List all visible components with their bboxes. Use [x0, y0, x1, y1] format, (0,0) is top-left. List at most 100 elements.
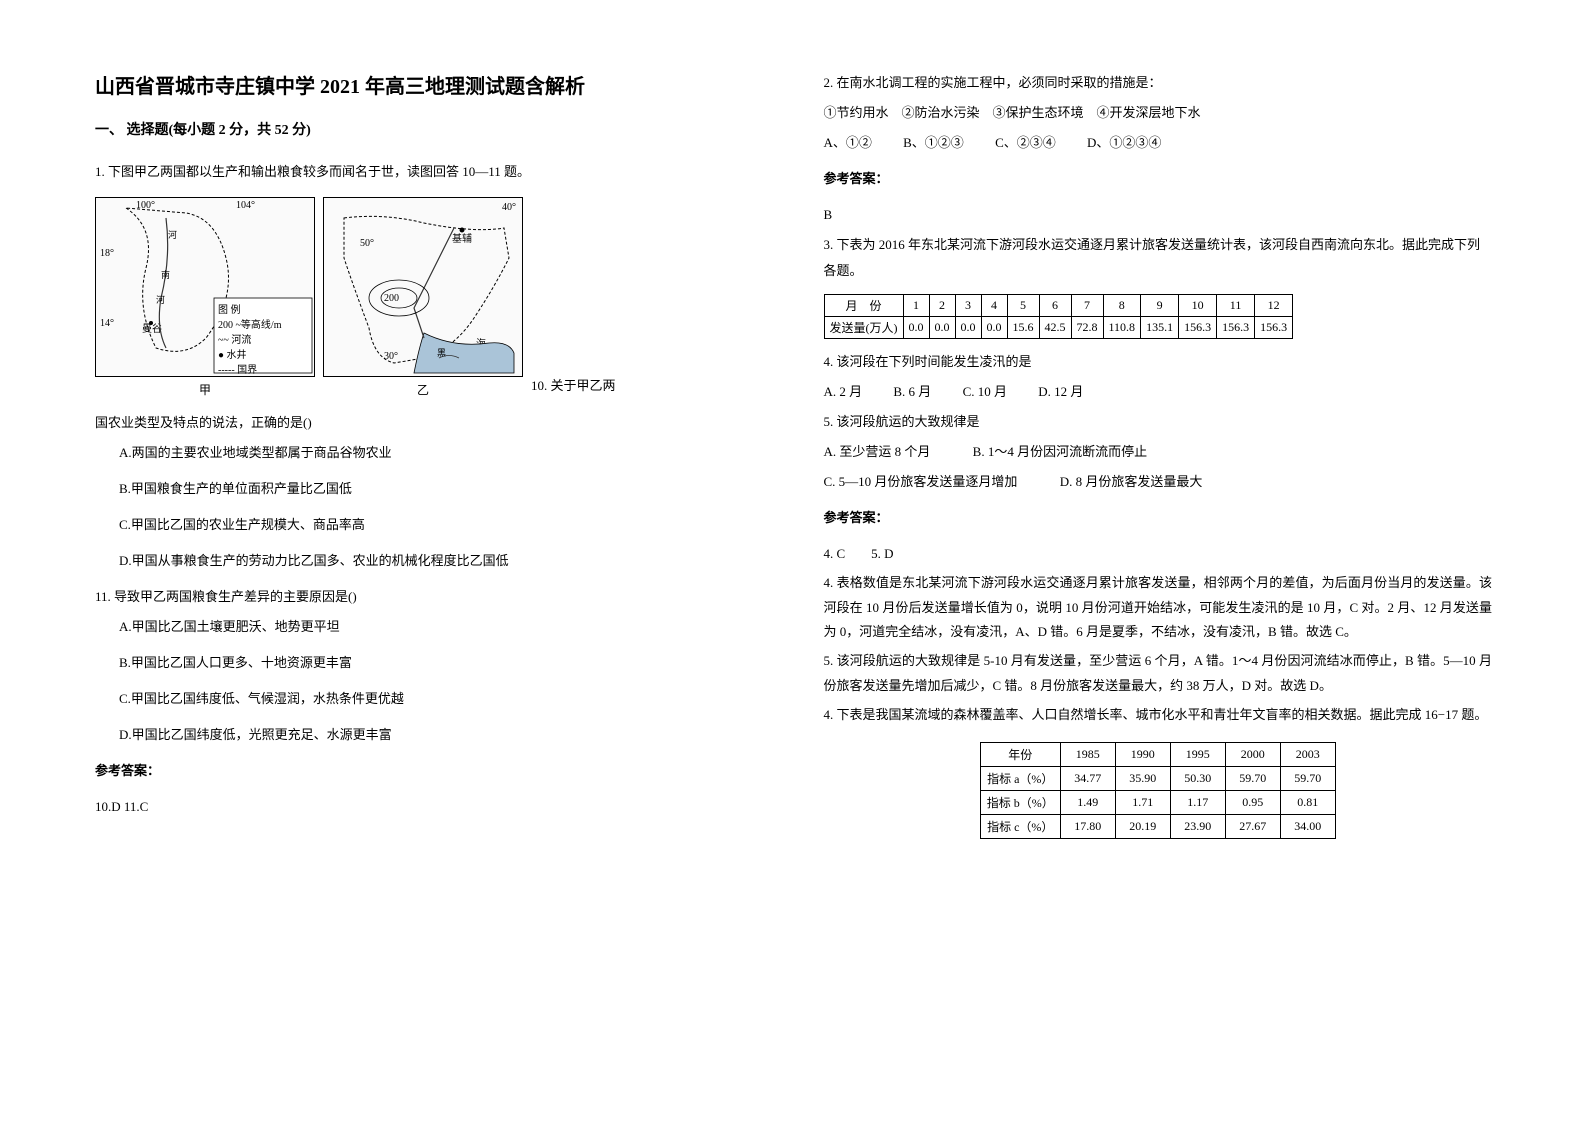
q10-opt-c: C.甲国比乙国的农业生产规模大、商品率高: [119, 512, 764, 538]
q4-opt-a: A. 2 月: [824, 384, 863, 399]
map-jia-wrapper: 100° 104° 18° 14° 曼谷 河 南 河: [95, 197, 315, 398]
t4-a-label: 指标 a（%）: [980, 767, 1060, 791]
tq3-v2: 0.0: [929, 317, 955, 339]
q5-stem: 5. 该河段航运的大致规律是: [824, 409, 1493, 435]
q10-opt-a: A.两国的主要农业地域类型都属于商品谷物农业: [119, 440, 764, 466]
maps-wrapper: 100° 104° 18° 14° 曼谷 河 南 河: [95, 197, 764, 398]
t4-a3: 50.30: [1170, 767, 1225, 791]
section-1-header: 一、 选择题(每小题 2 分，共 52 分): [95, 117, 764, 145]
table4-wrapper: 年份 1985 1990 1995 2000 2003 指标 a（%） 34.7…: [824, 732, 1493, 849]
map-yi-svg: 黑: [324, 198, 524, 378]
q11-opt-d: D.甲国比乙国纬度低，光照更充足、水源更丰富: [119, 722, 764, 748]
left-column: 山西省晋城市寺庄镇中学 2021 年高三地理测试题含解析 一、 选择题(每小题 …: [95, 70, 764, 1052]
t4-a5: 59.70: [1280, 767, 1335, 791]
legend-border: ----- 国界: [218, 361, 310, 376]
t4-a1: 34.77: [1060, 767, 1115, 791]
t4-c2: 20.19: [1115, 815, 1170, 839]
legend-title: 图 例: [218, 301, 310, 316]
t4-a4: 59.70: [1225, 767, 1280, 791]
tq3-m5: 5: [1007, 295, 1039, 317]
tq3-v1: 0.0: [903, 317, 929, 339]
q5-line2: C. 5—10 月份旅客发送量逐月增加 D. 8 月份旅客发送量最大: [824, 469, 1493, 495]
legend-contour: 200 ~等高线/m: [218, 316, 310, 331]
tq3-m4: 4: [981, 295, 1007, 317]
answer-header-1: 参考答案：: [95, 758, 764, 784]
tq3-v11: 156.3: [1217, 317, 1255, 339]
q5-line1: A. 至少营运 8 个月 B. 1～4 月份因河流断流而停止: [824, 439, 1493, 465]
t4-y4: 2000: [1225, 743, 1280, 767]
t4-c4: 27.67: [1225, 815, 1280, 839]
q2-options: A、①② B、①②③ C、②③④ D、①②③④: [824, 130, 1493, 156]
answer-1: 10.D 11.C: [95, 794, 764, 820]
table-q3-header-row: 月 份 1 2 3 4 5 6 7 8 9 10 11 12: [824, 295, 1293, 317]
t4-y3: 1995: [1170, 743, 1225, 767]
q10-stem-cont: 国农业类型及特点的说法，正确的是(): [95, 410, 764, 436]
q11-opt-a: A.甲国比乙国土壤更肥沃、地势更平坦: [119, 614, 764, 640]
tq3-v9: 135.1: [1141, 317, 1179, 339]
q11-stem: 11. 导致甲乙两国粮食生产差异的主要原因是(): [95, 584, 764, 610]
tq3-v6: 42.5: [1039, 317, 1071, 339]
tq3-m8: 8: [1103, 295, 1141, 317]
t4-b4: 0.95: [1225, 791, 1280, 815]
right-column: 2. 在南水北调工程的实施工程中，必须同时采取的措施是： ①节约用水 ②防治水污…: [824, 70, 1493, 1052]
tq3-m3: 3: [955, 295, 981, 317]
q4-opt-c: C. 10 月: [963, 384, 1007, 399]
explanation-4: 4. 表格数值是东北某河流下游河段水运交通逐月累计旅客发送量，相邻两个月的差值，…: [824, 571, 1493, 645]
q10-opt-b: B.甲国粮食生产的单位面积产量比乙国低: [119, 476, 764, 502]
map-jia-legend-box: 图 例 200 ~等高线/m ~~ 河流 ● 水井 ----- 国界: [218, 301, 310, 376]
t4-col-header: 年份: [980, 743, 1060, 767]
q2-opt-a: A、①②: [824, 135, 872, 150]
legend-well: ● 水井: [218, 346, 310, 361]
q5-opt-a: A. 至少营运 8 个月: [824, 444, 931, 459]
q4-opt-d: D. 12 月: [1038, 384, 1083, 399]
table-q3-value-row: 发送量(万人) 0.0 0.0 0.0 0.0 15.6 42.5 72.8 1…: [824, 317, 1293, 339]
map-row: 100° 104° 18° 14° 曼谷 河 南 河: [95, 197, 764, 398]
t4-c3: 23.90: [1170, 815, 1225, 839]
t4-row-c: 指标 c（%） 17.80 20.19 23.90 27.67 34.00: [980, 815, 1335, 839]
tq3-m1: 1: [903, 295, 929, 317]
q5-opt-c: C. 5—10 月份旅客发送量逐月增加: [824, 474, 1018, 489]
svg-text:河: 河: [156, 294, 165, 305]
table-q4big: 年份 1985 1990 1995 2000 2003 指标 a（%） 34.7…: [980, 742, 1336, 839]
t4-b2: 1.71: [1115, 791, 1170, 815]
legend-river: ~~ 河流: [218, 331, 310, 346]
q45-answer: 4. C 5. D: [824, 541, 1493, 567]
t4-b3: 1.17: [1170, 791, 1225, 815]
tq3-v10: 156.3: [1179, 317, 1217, 339]
tq3-m9: 9: [1141, 295, 1179, 317]
q11-opt-b: B.甲国比乙国人口更多、十地资源更丰富: [119, 650, 764, 676]
answer-header-3: 参考答案：: [824, 505, 1493, 531]
table-q3-hlabel: 月 份: [824, 295, 903, 317]
map-yi-label: 乙: [323, 381, 523, 398]
t4-y1: 1985: [1060, 743, 1115, 767]
t4-b-label: 指标 b（%）: [980, 791, 1060, 815]
q2-opt-d: D、①②③④: [1087, 135, 1161, 150]
q3-stem: 3. 下表为 2016 年东北某河流下游河段水运交通逐月累计旅客发送量统计表，该…: [824, 232, 1493, 284]
tq3-v7: 72.8: [1071, 317, 1103, 339]
q2-stem: 2. 在南水北调工程的实施工程中，必须同时采取的措施是：: [824, 70, 1493, 96]
q11-opt-c: C.甲国比乙国纬度低、气候湿润，水热条件更优越: [119, 686, 764, 712]
tq3-m7: 7: [1071, 295, 1103, 317]
t4-a2: 35.90: [1115, 767, 1170, 791]
q4-options: A. 2 月 B. 6 月 C. 10 月 D. 12 月: [824, 379, 1493, 405]
document-title: 山西省晋城市寺庄镇中学 2021 年高三地理测试题含解析: [95, 70, 764, 99]
t4-y2: 1990: [1115, 743, 1170, 767]
tq3-m2: 2: [929, 295, 955, 317]
t4-row-a: 指标 a（%） 34.77 35.90 50.30 59.70 59.70: [980, 767, 1335, 791]
svg-text:黑: 黑: [437, 348, 446, 358]
tq3-v4: 0.0: [981, 317, 1007, 339]
q2-answer: B: [824, 202, 1493, 228]
q5-opt-b: B. 1～4 月份因河流断流而停止: [973, 444, 1147, 459]
t4-y5: 2003: [1280, 743, 1335, 767]
t4-c-label: 指标 c（%）: [980, 815, 1060, 839]
q10-opt-d: D.甲国从事粮食生产的劳动力比乙国多、农业的机械化程度比乙国低: [119, 548, 764, 574]
t4-header-row: 年份 1985 1990 1995 2000 2003: [980, 743, 1335, 767]
table-q3-rlabel: 发送量(万人): [824, 317, 903, 339]
q2-opt-b: B、①②③: [903, 135, 964, 150]
tq3-v5: 15.6: [1007, 317, 1039, 339]
q4big-stem: 4. 下表是我国某流域的森林覆盖率、人口自然增长率、城市化水平和青壮年文盲率的相…: [824, 702, 1493, 728]
map-jia: 100° 104° 18° 14° 曼谷 河 南 河: [95, 197, 315, 377]
explanation-5: 5. 该河段航运的大致规律是 5-10 月有发送量，至少营运 6 个月，A 错。…: [824, 649, 1493, 698]
map-jia-label: 甲: [95, 381, 315, 398]
q2-items: ①节约用水 ②防治水污染 ③保护生态环境 ④开发深层地下水: [824, 100, 1493, 126]
